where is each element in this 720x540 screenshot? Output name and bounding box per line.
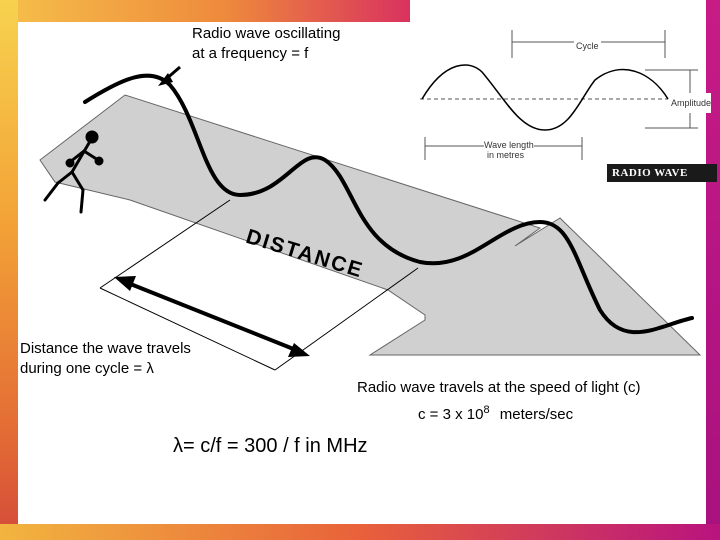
speed-exponent: 8 xyxy=(483,404,490,416)
radio-wave-badge: RADIO WAVE xyxy=(612,167,688,179)
top-decor-band xyxy=(0,0,410,22)
running-person-icon xyxy=(43,130,104,214)
left-decor-band xyxy=(0,0,18,540)
wavelength-arrow xyxy=(127,281,297,352)
top-right-panel xyxy=(410,0,706,22)
bottom-decor-band xyxy=(0,524,720,540)
measure-line-left xyxy=(99,199,231,289)
formula-label: λ= c/f = 300 / f in MHz xyxy=(173,435,368,457)
inset-wavelength-line2: in metres xyxy=(487,150,525,160)
speed-unit: meters/sec xyxy=(499,406,574,423)
arrowhead-left xyxy=(114,276,136,291)
inset-wavelength-line1: Wave length xyxy=(484,140,534,151)
travels-label-line1: Distance the wave travels xyxy=(20,340,191,357)
oscillating-label-line2: at a frequency = f xyxy=(192,45,309,62)
measure-line-lower xyxy=(99,287,276,371)
oscillating-label-line1: Radio wave oscillating xyxy=(192,25,341,42)
right-decor-band xyxy=(706,0,720,540)
arrowhead-right xyxy=(288,343,310,357)
inset-wave-figure xyxy=(420,30,717,182)
speed-label-line2: c = 3 x 108 meters/sec xyxy=(418,400,573,425)
inset-amplitude-label: Amplitude xyxy=(671,93,712,113)
speed-base: c = 3 x 10 xyxy=(418,406,484,423)
travels-label-line2: during one cycle = λ xyxy=(20,360,154,377)
radio-wave-curve xyxy=(83,73,694,335)
inset-cycle-label: Cycle xyxy=(574,36,601,56)
badge-background xyxy=(607,164,717,182)
speed-label-line1: Radio wave travels at the speed of light… xyxy=(357,379,641,396)
